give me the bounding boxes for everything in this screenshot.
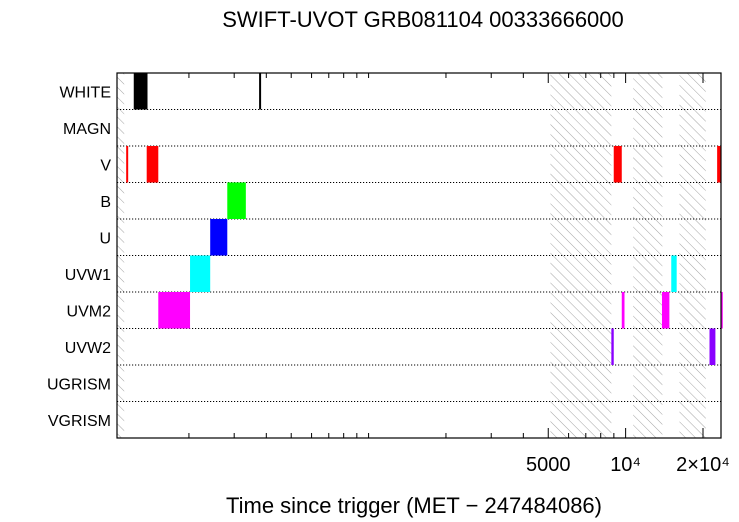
- exposure-bar-uvm2-12: [661, 292, 670, 329]
- exposure-bars: [126, 73, 723, 365]
- x-axis-label: Time since trigger (MET − 247484086): [226, 493, 602, 518]
- x-tick-label-2: 2×10⁴: [676, 454, 730, 476]
- exposure-bar-v-2: [126, 146, 129, 183]
- exposure-bar-white-0: [133, 73, 148, 110]
- filter-label-ugrism: UGRISM: [47, 376, 111, 393]
- exposure-bar-v-4: [613, 146, 622, 183]
- filter-label-v: V: [100, 157, 111, 174]
- filter-label-white: WHITE: [59, 84, 111, 101]
- exposure-bar-uvw2-15: [709, 328, 716, 365]
- gap-hatch-1: [550, 73, 612, 438]
- filter-label-uvm2: UVM2: [67, 303, 112, 320]
- exposure-bar-v-3: [146, 146, 159, 183]
- filter-label-u: U: [99, 230, 111, 247]
- exposure-bar-uvm2-10: [158, 292, 191, 329]
- exposure-bar-uvm2-13: [720, 292, 723, 329]
- filter-rows: WHITE MAGN V B U UVW1 UVM2 UVW2 UGRISM VGRISM: [47, 84, 721, 430]
- filter-label-uvw2: UVW2: [65, 340, 111, 357]
- exposure-bar-uvw1-8: [190, 255, 211, 292]
- exposure-bar-white-1: [259, 73, 262, 110]
- exposure-bar-uvm2-11: [621, 292, 625, 329]
- x-axis-ticks: 5000 10⁴ 2×10⁴: [188, 73, 730, 476]
- x-tick-label-0: 5000: [526, 454, 571, 476]
- gap-hatch-3: [679, 73, 706, 438]
- exposure-bar-v-5: [717, 146, 721, 183]
- filter-label-uvw1: UVW1: [65, 267, 111, 284]
- exposure-bar-uvw1-9: [671, 255, 677, 292]
- x-tick-label-1: 10⁴: [610, 454, 641, 476]
- exposure-bar-b-6: [227, 182, 246, 219]
- filter-label-vgrism: VGRISM: [48, 413, 111, 430]
- exposure-bar-u-7: [210, 219, 228, 256]
- exposure-bar-uvw2-14: [611, 328, 614, 365]
- plot-frame: [116, 72, 722, 439]
- chart-title: SWIFT-UVOT GRB081104 00333666000: [222, 7, 624, 32]
- filter-label-b: B: [100, 194, 111, 211]
- filter-label-magn: MAGN: [63, 121, 111, 138]
- observation-gaps: [117, 73, 706, 438]
